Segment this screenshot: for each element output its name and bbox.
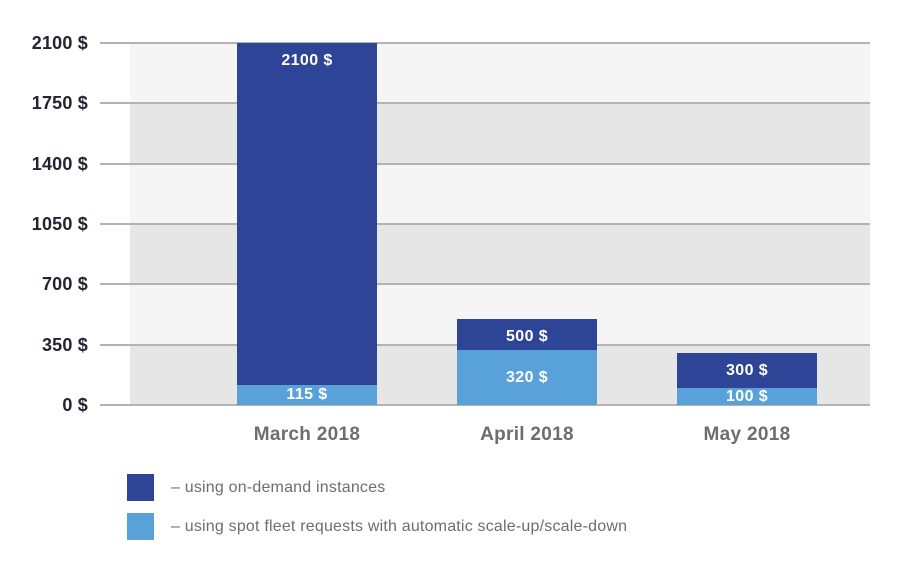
legend-label-spot-fleet: – using spot fleet requests with automat…	[171, 517, 628, 535]
legend-item-on-demand: – using on-demand instances	[127, 474, 627, 501]
x-axis-category-label: March 2018	[253, 424, 361, 445]
legend-swatch-spot-fleet-icon	[127, 513, 154, 540]
gridline	[100, 283, 870, 286]
legend-label-on-demand: – using on-demand instances	[171, 478, 386, 496]
bar-value-label-spot-fleet-requests: 320 $	[505, 368, 549, 386]
y-axis-tick-label: 1050 $	[31, 214, 88, 234]
y-axis-tick-label: 1400 $	[31, 153, 88, 174]
bar-segment-spot-fleet-requests	[237, 385, 377, 405]
bar-value-label-on-demand-instances: 500 $	[505, 327, 549, 345]
gridline	[100, 404, 870, 406]
gridline	[100, 162, 870, 165]
bar-segment-spot-fleet-requests	[457, 349, 597, 405]
y-axis-tick-label: 1750 $	[31, 93, 88, 114]
bar-value-label-on-demand-instances: 2100 $	[281, 52, 333, 69]
bar-value-label-spot-fleet-requests: 115 $	[286, 386, 328, 404]
legend-item-spot-fleet: – using spot fleet requests with automat…	[127, 513, 627, 540]
y-axis-tick-label: 350 $	[41, 334, 88, 355]
x-axis-category-label: April 2018	[480, 424, 574, 445]
legend-swatch-on-demand-icon	[127, 474, 154, 501]
bar-segment-on-demand-instances	[237, 43, 377, 405]
y-axis-tick-label: 700 $	[41, 274, 88, 295]
gridline	[100, 102, 870, 105]
bar-value-label-on-demand-instances: 300 $	[725, 362, 769, 380]
bar-segment-spot-fleet-requests	[677, 387, 817, 405]
y-axis-tick-label: 0 $	[62, 395, 88, 415]
bar-value-label-spot-fleet-requests: 100 $	[725, 387, 769, 405]
legend: – using on-demand instances – using spot…	[127, 474, 627, 552]
gridline	[100, 42, 870, 44]
gridline	[100, 223, 870, 225]
y-axis-tick-label: 2100 $	[31, 33, 88, 53]
x-axis-category-label: May 2018	[703, 424, 791, 445]
